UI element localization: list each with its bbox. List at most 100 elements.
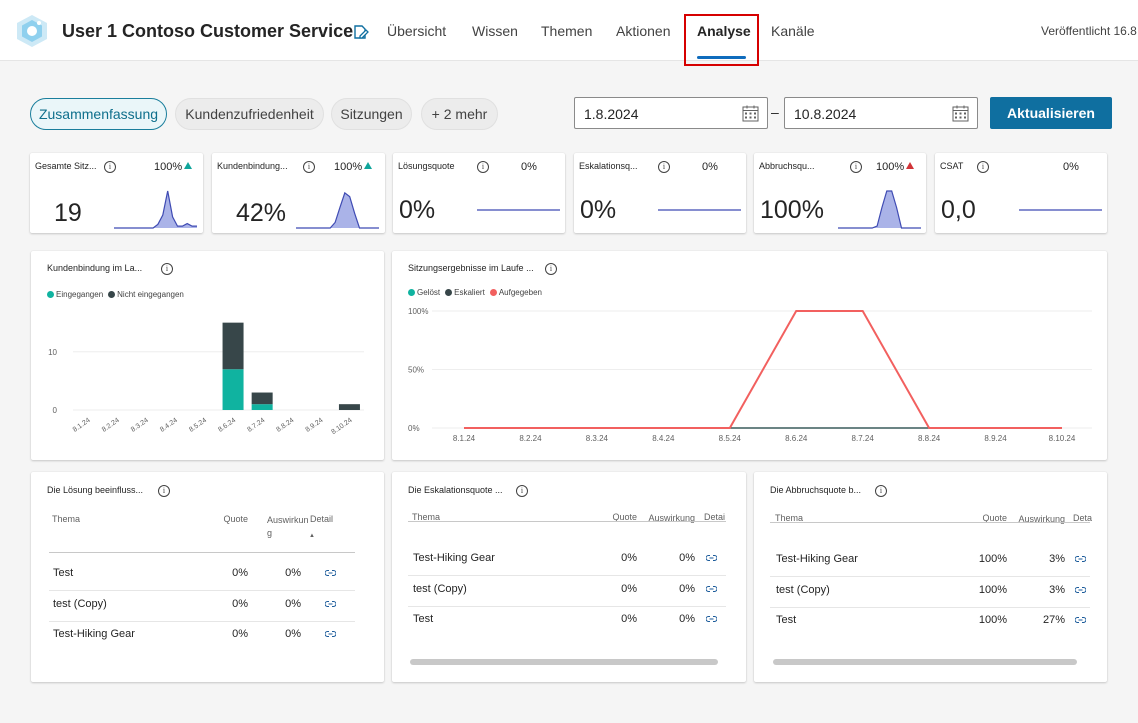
legend-swatch bbox=[408, 289, 415, 296]
refresh-button[interactable]: Aktualisieren bbox=[990, 97, 1112, 129]
sparkline-line bbox=[296, 191, 379, 229]
table-cell-impact: 0% bbox=[679, 583, 695, 595]
column-header-topic[interactable]: Thema bbox=[775, 513, 804, 523]
table-cell-impact: 0% bbox=[285, 598, 301, 610]
tab-themen[interactable]: Themen bbox=[541, 23, 593, 39]
link-icon[interactable] bbox=[706, 615, 717, 623]
kpi-value: 100% bbox=[760, 196, 824, 224]
bar-segment[interactable] bbox=[251, 392, 273, 405]
tab-analyse[interactable]: Analyse bbox=[697, 23, 751, 39]
pill-zusammenfassung[interactable]: Zusammenfassung bbox=[30, 98, 167, 130]
table-cell-rate: 0% bbox=[621, 583, 637, 595]
column-header-impact[interactable]: Auswirkung bbox=[648, 513, 695, 523]
calendar-icon[interactable] bbox=[742, 105, 759, 122]
column-header-detail[interactable]: Deta bbox=[1073, 513, 1093, 523]
bar-segment[interactable] bbox=[222, 322, 244, 370]
kpi-card[interactable]: CSAT i 0% 0,0 bbox=[935, 153, 1107, 233]
kpi-value: 42% bbox=[236, 199, 287, 227]
info-icon[interactable]: i bbox=[850, 161, 862, 173]
date-separator: – bbox=[771, 104, 779, 120]
table-cell-impact: 0% bbox=[285, 567, 301, 579]
horizontal-scrollbar[interactable] bbox=[410, 659, 718, 665]
table-cell-topic[interactable]: Test-Hiking Gear bbox=[776, 553, 858, 565]
x-tick-label: 8.9.24 bbox=[984, 434, 1007, 443]
chart-title: Sitzungsergebnisse im Laufe ... bbox=[408, 263, 534, 273]
info-icon[interactable]: i bbox=[477, 161, 489, 173]
info-icon[interactable]: i bbox=[516, 485, 528, 497]
kpi-value: 0,0 bbox=[941, 196, 976, 224]
column-header-rate[interactable]: Quote bbox=[612, 512, 637, 522]
pill-sitzungen[interactable]: Sitzungen bbox=[331, 98, 412, 130]
legend-swatch bbox=[489, 289, 497, 296]
table-cell-rate: 100% bbox=[978, 584, 1007, 596]
link-icon[interactable] bbox=[325, 630, 336, 638]
column-header-impact[interactable]: Auswirkung bbox=[1018, 514, 1065, 524]
bar-segment[interactable] bbox=[222, 369, 244, 410]
kpi-change: 100% bbox=[334, 161, 373, 173]
bar-segment[interactable] bbox=[251, 404, 273, 410]
column-header-rate[interactable]: Quote bbox=[223, 514, 248, 524]
date-from-field[interactable]: 1.8.2024 bbox=[574, 97, 768, 129]
kpi-card[interactable]: Gesamte Sitz... i 100% 19 bbox=[30, 153, 203, 233]
column-header-rate[interactable]: Quote bbox=[982, 513, 1007, 523]
kpi-card[interactable]: Kundenbindung... i 100% 42% bbox=[212, 153, 385, 233]
info-icon[interactable]: i bbox=[158, 485, 170, 497]
table-cell-topic[interactable]: Test-Hiking Gear bbox=[413, 552, 495, 564]
pill-kundenzufriedenheit[interactable]: Kundenzufriedenheit bbox=[175, 98, 324, 130]
series-line[interactable] bbox=[464, 310, 1062, 429]
info-icon[interactable]: i bbox=[658, 161, 670, 173]
info-icon[interactable]: i bbox=[104, 161, 116, 173]
table-cell-impact: 27% bbox=[1042, 614, 1065, 626]
header-divider bbox=[49, 552, 355, 553]
link-icon[interactable] bbox=[706, 585, 717, 593]
header-divider bbox=[770, 522, 1090, 523]
table-cell-topic[interactable]: test (Copy) bbox=[413, 583, 467, 595]
tab-uebersicht[interactable]: Übersicht bbox=[387, 23, 447, 39]
kpi-card[interactable]: Abbruchsqu... i 100% 100% bbox=[754, 153, 926, 233]
tab-aktionen[interactable]: Aktionen bbox=[616, 23, 671, 39]
table-title: Die Eskalationsquote ... bbox=[408, 485, 503, 495]
table-cell-topic[interactable]: Test bbox=[53, 567, 74, 579]
info-icon[interactable]: i bbox=[545, 263, 557, 275]
legend-label: Aufgegeben bbox=[498, 288, 542, 297]
y-tick-label: 10 bbox=[48, 348, 57, 357]
table-cell-topic[interactable]: Test-Hiking Gear bbox=[53, 628, 135, 640]
info-icon[interactable]: i bbox=[875, 485, 887, 497]
info-icon[interactable]: i bbox=[303, 161, 315, 173]
link-icon[interactable] bbox=[325, 569, 336, 577]
table-cell-topic[interactable]: Test bbox=[776, 614, 797, 626]
tab-wissen[interactable]: Wissen bbox=[472, 23, 518, 39]
x-tick-label: 8.1.24 bbox=[72, 417, 92, 434]
link-icon[interactable] bbox=[325, 600, 336, 608]
kpi-value: 0% bbox=[399, 196, 436, 224]
kpi-value: 19 bbox=[54, 199, 82, 227]
legend-swatch bbox=[108, 291, 116, 298]
table-cell-topic[interactable]: test (Copy) bbox=[776, 584, 830, 596]
column-header-topic[interactable]: Thema bbox=[412, 512, 441, 522]
pill-more[interactable]: + 2 mehr bbox=[421, 98, 498, 130]
column-header-detail[interactable]: Detai bbox=[704, 512, 726, 522]
kpi-card[interactable]: Lösungsquote i 0% 0% bbox=[393, 153, 565, 233]
bar-segment[interactable] bbox=[338, 404, 360, 410]
info-icon[interactable]: i bbox=[161, 263, 173, 275]
kpi-change-value: 0% bbox=[1063, 161, 1079, 173]
link-icon[interactable] bbox=[1075, 586, 1086, 594]
legend-label: Eskaliert bbox=[454, 288, 485, 297]
info-icon[interactable]: i bbox=[977, 161, 989, 173]
edit-agent-icon[interactable] bbox=[352, 23, 370, 41]
tab-kanaele[interactable]: Kanäle bbox=[771, 23, 815, 39]
date-to-field[interactable]: 10.8.2024 bbox=[784, 97, 978, 129]
calendar-icon[interactable] bbox=[952, 105, 969, 122]
kpi-card[interactable]: Eskalationsq... i 0% 0% bbox=[574, 153, 746, 233]
column-header-detail[interactable]: Detail bbox=[310, 514, 334, 524]
link-icon[interactable] bbox=[1075, 616, 1086, 624]
sort-indicator[interactable]: ▲ bbox=[309, 533, 315, 539]
link-icon[interactable] bbox=[1075, 555, 1086, 563]
sparkline-area bbox=[114, 191, 197, 228]
column-header-topic[interactable]: Thema bbox=[52, 514, 81, 524]
link-icon[interactable] bbox=[706, 554, 717, 562]
horizontal-scrollbar[interactable] bbox=[773, 659, 1077, 665]
table-cell-topic[interactable]: test (Copy) bbox=[53, 598, 107, 610]
column-header-impact[interactable]: Auswirkun g bbox=[267, 515, 309, 538]
table-cell-topic[interactable]: Test bbox=[413, 613, 434, 625]
